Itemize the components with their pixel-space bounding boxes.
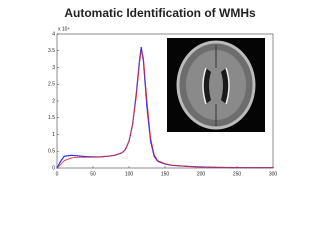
y-tick-label: 2 (52, 98, 55, 104)
y-tick-label: 1.5 (48, 115, 55, 121)
y-tick-label: 3.5 (48, 48, 55, 54)
x-tick-label: 50 (90, 171, 96, 177)
mri-image (167, 38, 265, 132)
x-tick-label: 150 (161, 171, 170, 177)
y-tick-label: 2.5 (48, 82, 55, 88)
slide: Automatic Identification of WMHs x 10⁴ 0… (0, 0, 320, 180)
y-tick-label: 0.5 (48, 149, 55, 155)
y-multiplier: x 10⁴ (58, 26, 70, 32)
background (0, 0, 320, 180)
y-tick-label: 1 (52, 132, 55, 138)
x-tick-label: 250 (233, 171, 242, 177)
y-tick-label: 0 (52, 165, 55, 171)
slide-title: Automatic Identification of WMHs (64, 6, 256, 20)
x-tick-label: 200 (197, 171, 206, 177)
y-tick-label: 3 (52, 65, 55, 71)
x-tick-label: 300 (269, 171, 278, 177)
y-tick-label: 4 (52, 31, 55, 37)
x-tick-label: 100 (125, 171, 134, 177)
x-tick-label: 0 (56, 171, 59, 177)
series-line (56, 50, 273, 169)
